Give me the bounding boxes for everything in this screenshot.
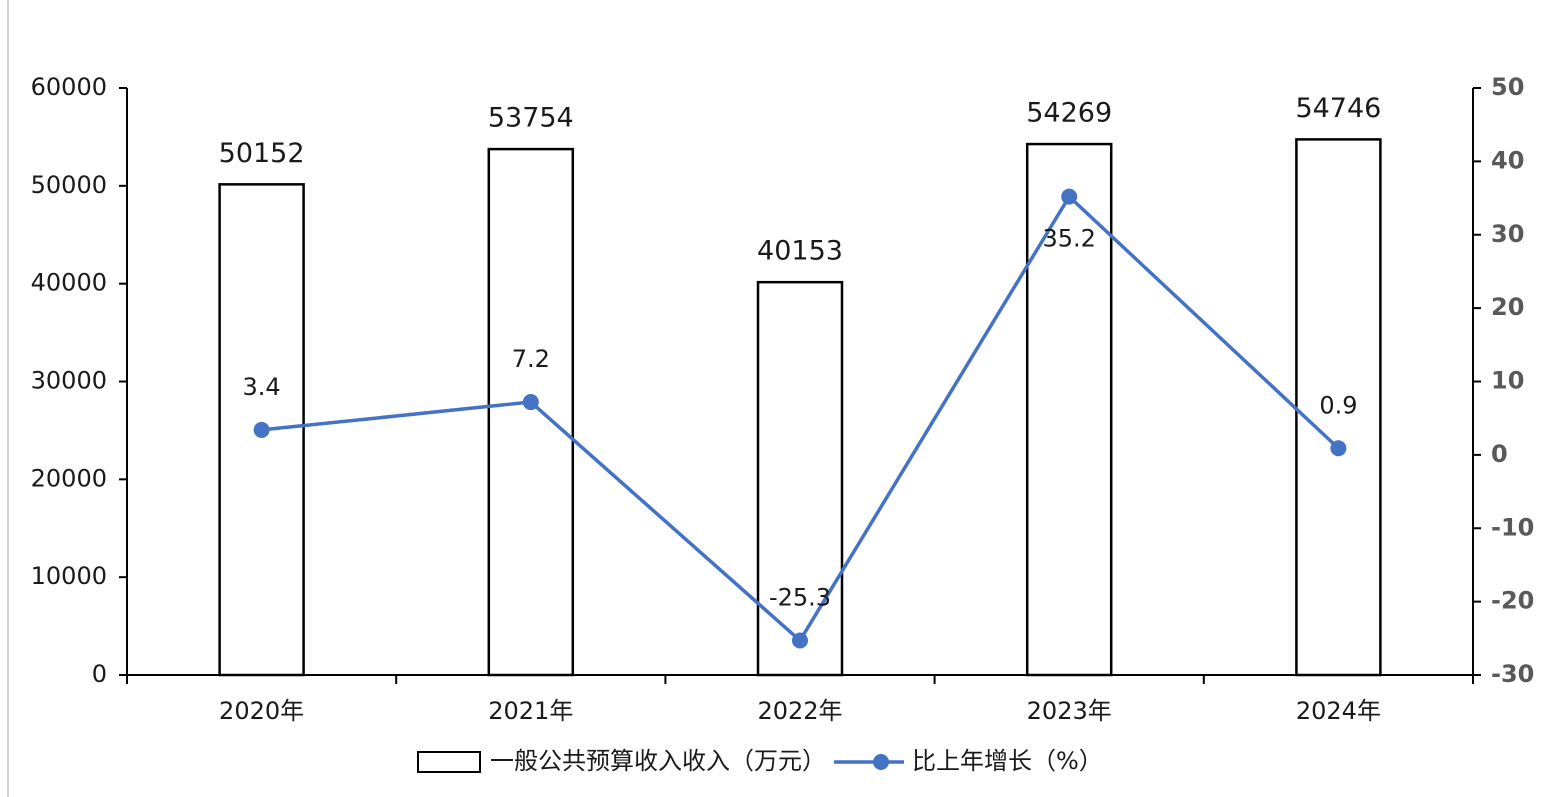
line-marker bbox=[792, 632, 808, 649]
y2-tick-label: -20 bbox=[1491, 587, 1534, 615]
y2-tick-label: 50 bbox=[1491, 73, 1524, 101]
y-tick-label: 0 bbox=[92, 660, 107, 688]
x-tick-label: 2024年 bbox=[1296, 697, 1381, 725]
line-value-label: -25.3 bbox=[769, 584, 831, 612]
line-marker bbox=[522, 394, 539, 411]
y2-tick-label: -10 bbox=[1491, 513, 1534, 541]
y2-tick-label: 20 bbox=[1491, 293, 1524, 321]
legend-label: 一般公共预算收入收入（万元） bbox=[490, 747, 826, 775]
bar bbox=[1025, 142, 1113, 677]
x-tick-label: 2021年 bbox=[488, 697, 573, 725]
bar-value-label: 40153 bbox=[757, 236, 843, 267]
line-marker bbox=[253, 421, 270, 438]
y2-tick-label: 10 bbox=[1491, 367, 1524, 395]
bar-value-label: 54746 bbox=[1295, 93, 1381, 124]
x-tick-label: 2020年 bbox=[219, 697, 304, 725]
y-tick-label: 60000 bbox=[31, 73, 107, 101]
bar bbox=[1295, 138, 1382, 677]
line-value-label: 35.2 bbox=[1042, 225, 1095, 253]
bar-value-label: 53754 bbox=[488, 103, 574, 134]
legend-marker bbox=[873, 754, 889, 770]
line-value-label: 7.2 bbox=[512, 345, 550, 373]
y2-tick-label: 0 bbox=[1491, 440, 1508, 468]
y-tick-label: 50000 bbox=[31, 171, 107, 199]
y-tick-label: 40000 bbox=[31, 269, 107, 297]
line-value-label: 0.9 bbox=[1319, 391, 1357, 419]
bar-value-label: 54269 bbox=[1026, 98, 1112, 129]
x-tick-label: 2023年 bbox=[1027, 697, 1112, 725]
legend-swatch bbox=[417, 751, 481, 773]
line-value-label: 3.4 bbox=[243, 373, 281, 401]
y2-tick-label: -30 bbox=[1491, 660, 1534, 688]
line-marker bbox=[1330, 440, 1347, 457]
y2-tick-label: 40 bbox=[1491, 146, 1524, 174]
bar bbox=[487, 147, 575, 677]
line-marker bbox=[1061, 188, 1078, 205]
bar bbox=[756, 280, 844, 677]
x-tick-label: 2022年 bbox=[757, 697, 842, 725]
y2-tick-label: 30 bbox=[1491, 220, 1524, 248]
y-tick-label: 20000 bbox=[31, 464, 107, 492]
legend-label: 比上年增长（%） bbox=[912, 747, 1103, 775]
y-tick-label: 10000 bbox=[31, 562, 107, 590]
y-tick-label: 30000 bbox=[31, 367, 107, 395]
bar-value-label: 50152 bbox=[219, 138, 305, 169]
